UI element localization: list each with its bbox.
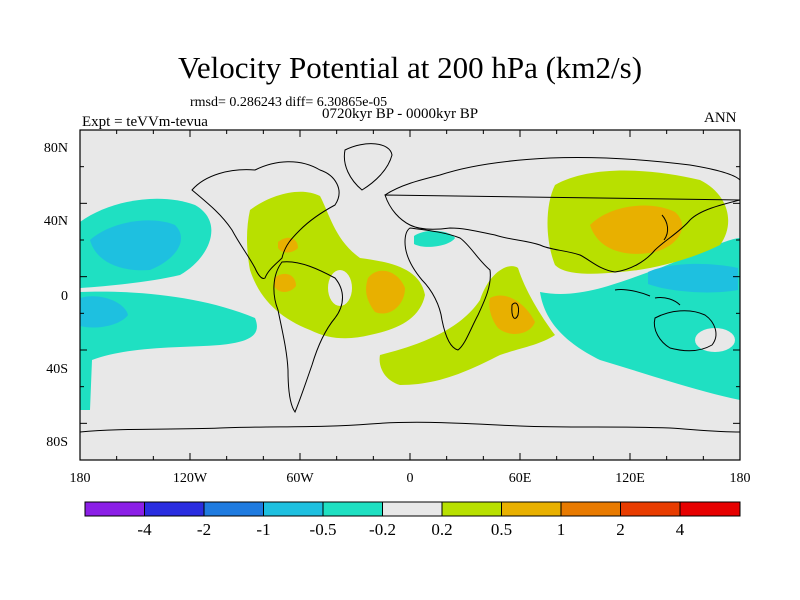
y-axis-labels: 80N 40N 0 40S 80S: [44, 141, 68, 450]
colorbar-labels: -4 -2 -1 -0.5 -0.2 0.2 0.5 1 2 4: [137, 520, 684, 539]
x-axis-labels: 180 120W 60W 0 60E 120E 180: [70, 471, 751, 486]
pos-core-caribbean-2: [274, 273, 296, 292]
colorbar-label: 4: [676, 520, 685, 539]
coast-australia: [653, 310, 717, 352]
neg-region-south-pacific: [80, 291, 257, 410]
coast-madagascar: [511, 302, 519, 319]
colorbar-label: -0.5: [310, 520, 337, 539]
y-tick-label: 80N: [44, 141, 68, 156]
coast-indonesia: [614, 289, 681, 306]
colorbar-label: 0.2: [431, 520, 452, 539]
neg-core-west-pacific: [648, 263, 738, 293]
coast-africa: [404, 227, 491, 351]
coast-antarctica: [80, 421, 740, 433]
colorbar-label: -1: [256, 520, 270, 539]
neutral-hole-atlantic: [328, 270, 352, 306]
colorbar-label: -0.2: [369, 520, 396, 539]
y-tick-label: 0: [61, 289, 68, 304]
axis-ticks: [79, 129, 741, 461]
season-label: ANN: [704, 110, 737, 126]
coast-north-america: [191, 161, 340, 279]
period-label: 0720kyr BP - 0000kyr BP: [322, 106, 479, 122]
colorbar-label: 0.5: [491, 520, 512, 539]
x-tick-label: 180: [70, 471, 91, 486]
neg-core-south-pacific: [80, 296, 128, 328]
colorbar-box: [203, 501, 264, 517]
colorbar-box: [501, 501, 562, 517]
x-tick-label: 120W: [173, 471, 208, 486]
x-tick-label: 180: [730, 471, 751, 486]
pos-core-caribbean-1: [278, 237, 298, 253]
pos-core-west-africa: [366, 270, 405, 314]
x-tick-label: 120E: [615, 471, 645, 486]
colorbar-label: -4: [137, 520, 152, 539]
y-tick-label: 80S: [46, 435, 68, 450]
colorbar-box: [322, 501, 383, 517]
colorbar-label: 2: [616, 520, 625, 539]
colorbar-label: 1: [557, 520, 566, 539]
colorbar-box: [620, 501, 681, 517]
colorbar-box: [144, 501, 205, 517]
y-tick-label: 40N: [44, 214, 68, 229]
coast-greenland: [343, 143, 393, 191]
colorbar-box: [382, 501, 443, 517]
map-title: Velocity Potential at 200 hPa (km2/s): [177, 50, 643, 85]
coast-japan: [661, 214, 669, 241]
pos-region-south-atlantic-africa: [379, 266, 555, 385]
colorbar-box: [263, 501, 324, 517]
x-tick-label: 60W: [286, 471, 314, 486]
stats-label: rmsd= 0.286243 diff= 6.30865e-05: [190, 95, 388, 110]
colorbar: [84, 501, 741, 517]
colorbar-label: -2: [197, 520, 211, 539]
coast-south-america: [273, 261, 343, 414]
coast-europe-asia: [384, 156, 740, 273]
coastlines: [80, 143, 740, 433]
x-tick-label: 0: [407, 471, 414, 486]
neg-core-north-pacific: [90, 220, 181, 271]
experiment-label: Expt = teVVm-tevua: [82, 114, 208, 130]
neg-region-africa-small: [414, 230, 455, 247]
colorbar-box: [560, 501, 621, 517]
x-tick-label: 60E: [509, 471, 532, 486]
pos-core-east-asia: [590, 205, 683, 254]
y-tick-label: 40S: [46, 362, 68, 377]
colorbar-box: [441, 501, 502, 517]
colorbar-box: [679, 501, 741, 517]
